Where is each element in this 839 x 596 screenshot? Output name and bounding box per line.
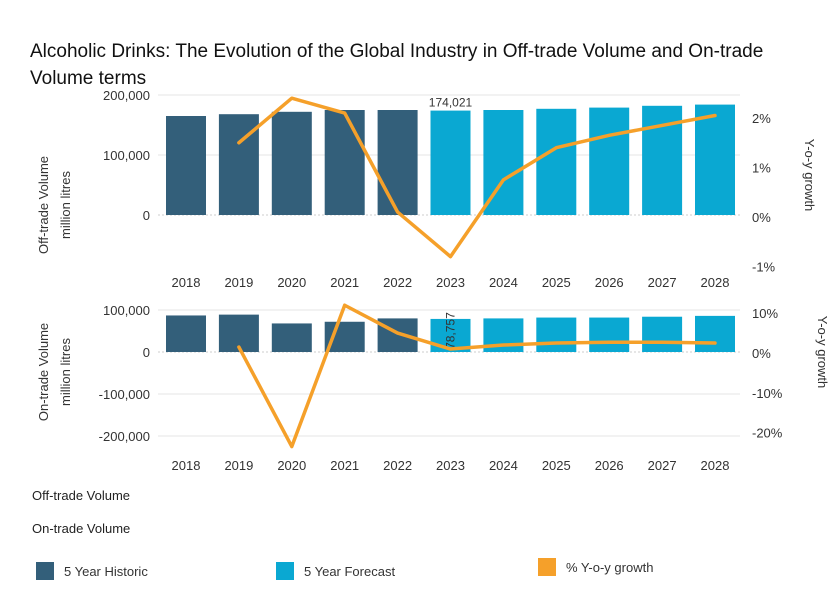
x-tick-label: 2021 xyxy=(330,458,359,473)
growth-point-2022 xyxy=(396,210,400,214)
bar-2026 xyxy=(589,317,630,352)
growth-point-2025 xyxy=(554,341,558,345)
legend-swatch-forecast xyxy=(276,562,294,580)
growth-point-2028 xyxy=(713,341,717,345)
growth-point-2020 xyxy=(290,445,294,449)
bar-2028 xyxy=(695,104,735,215)
x-tick-label: 2026 xyxy=(595,458,624,473)
legend-label: % Y-o-y growth xyxy=(566,559,654,575)
x-tick-label: 2024 xyxy=(489,275,518,290)
growth-point-2027 xyxy=(660,123,664,127)
bar-2018 xyxy=(166,116,206,215)
y-tick-label: 100,000 xyxy=(103,148,150,163)
legend-swatch-growth xyxy=(538,558,556,576)
bar-2025 xyxy=(536,108,577,215)
bar-2027 xyxy=(642,316,683,352)
chart-title: Alcoholic Drinks: The Evolution of the G… xyxy=(30,41,764,89)
y-tick-label: 0 xyxy=(143,345,150,360)
y2-tick-label: 0% xyxy=(752,210,771,225)
growth-point-2022 xyxy=(396,331,400,335)
section-label-on-trade: On-trade Volume xyxy=(32,521,131,536)
growth-point-2019 xyxy=(237,141,241,145)
growth-point-2027 xyxy=(660,340,664,344)
growth-point-2021 xyxy=(343,303,347,307)
growth-point-2026 xyxy=(607,133,611,137)
growth-point-2023 xyxy=(449,255,452,259)
y-tick-label: -100,000 xyxy=(99,387,150,402)
bar-2025 xyxy=(536,317,577,352)
bar-2018 xyxy=(166,315,206,352)
y-tick-label: 0 xyxy=(143,208,150,223)
y-axis-title: million litres xyxy=(58,338,73,406)
data-label: 174,021 xyxy=(429,96,473,110)
y-axis-title: million litres xyxy=(58,171,73,239)
y-axis-title: On-trade Volume xyxy=(36,323,51,421)
growth-point-2028 xyxy=(713,114,717,118)
x-tick-label: 2020 xyxy=(277,458,306,473)
x-tick-label: 2027 xyxy=(648,275,677,290)
x-tick-label: 2027 xyxy=(648,458,677,473)
x-tick-label: 2021 xyxy=(330,275,359,290)
growth-line xyxy=(237,96,717,259)
y2-axis-title: Y-o-y growth xyxy=(802,139,817,212)
bar-2023 xyxy=(430,110,471,215)
growth-point-2021 xyxy=(343,111,347,115)
x-tick-label: 2020 xyxy=(277,275,306,290)
y2-tick-label: 10% xyxy=(752,306,778,321)
y2-tick-label: 0% xyxy=(752,346,771,361)
bar-2020 xyxy=(271,111,312,215)
legend-historic: 5 Year Historic xyxy=(36,562,148,580)
bar-2020 xyxy=(271,323,312,352)
growth-point-2020 xyxy=(290,96,294,100)
y2-tick-label: -1% xyxy=(752,260,776,275)
x-tick-label: 2026 xyxy=(595,275,624,290)
x-tick-label: 2023 xyxy=(436,275,465,290)
x-tick-label: 2018 xyxy=(172,275,201,290)
growth-point-2024 xyxy=(501,178,505,182)
y2-tick-label: -20% xyxy=(752,426,783,441)
growth-point-2024 xyxy=(501,343,505,347)
x-tick-label: 2019 xyxy=(224,275,253,290)
y2-tick-label: 1% xyxy=(752,161,771,176)
y-tick-label: 200,000 xyxy=(103,88,150,103)
bar-2022 xyxy=(377,318,418,352)
x-tick-label: 2028 xyxy=(701,458,730,473)
legend-label: 5 Year Forecast xyxy=(304,563,396,579)
bar-2026 xyxy=(589,107,630,215)
y2-tick-label: -10% xyxy=(752,386,783,401)
x-tick-label: 2022 xyxy=(383,458,412,473)
growth-point-2025 xyxy=(554,146,558,150)
growth-point-2023 xyxy=(449,347,452,351)
section-label-off-trade: Off-trade Volume xyxy=(32,488,131,503)
x-tick-label: 2025 xyxy=(542,275,571,290)
legend-swatch-historic xyxy=(36,562,54,580)
y2-tick-label: 2% xyxy=(752,111,771,126)
growth-point-2019 xyxy=(237,345,241,349)
x-tick-label: 2018 xyxy=(172,458,201,473)
legend-forecast: 5 Year Forecast xyxy=(276,562,395,580)
bar-2021 xyxy=(324,110,365,215)
growth-line xyxy=(237,303,717,449)
x-tick-label: 2025 xyxy=(542,458,571,473)
y-tick-label: -200,000 xyxy=(99,429,150,444)
y-tick-label: 100,000 xyxy=(103,303,150,318)
data-label: 78,757 xyxy=(444,312,458,349)
growth-point-2026 xyxy=(607,340,611,344)
bar-2028 xyxy=(695,315,735,352)
bar-2022 xyxy=(377,110,418,215)
legend-label: 5 Year Historic xyxy=(64,563,148,579)
x-tick-label: 2024 xyxy=(489,458,518,473)
y-axis-title: Off-trade Volume xyxy=(36,156,51,254)
y2-axis-title: Y-o-y growth xyxy=(815,316,830,389)
x-tick-label: 2028 xyxy=(701,275,730,290)
legend-growth: % Y-o-y growth xyxy=(538,558,653,576)
x-tick-label: 2019 xyxy=(224,458,253,473)
x-tick-label: 2023 xyxy=(436,458,465,473)
x-tick-label: 2022 xyxy=(383,275,412,290)
